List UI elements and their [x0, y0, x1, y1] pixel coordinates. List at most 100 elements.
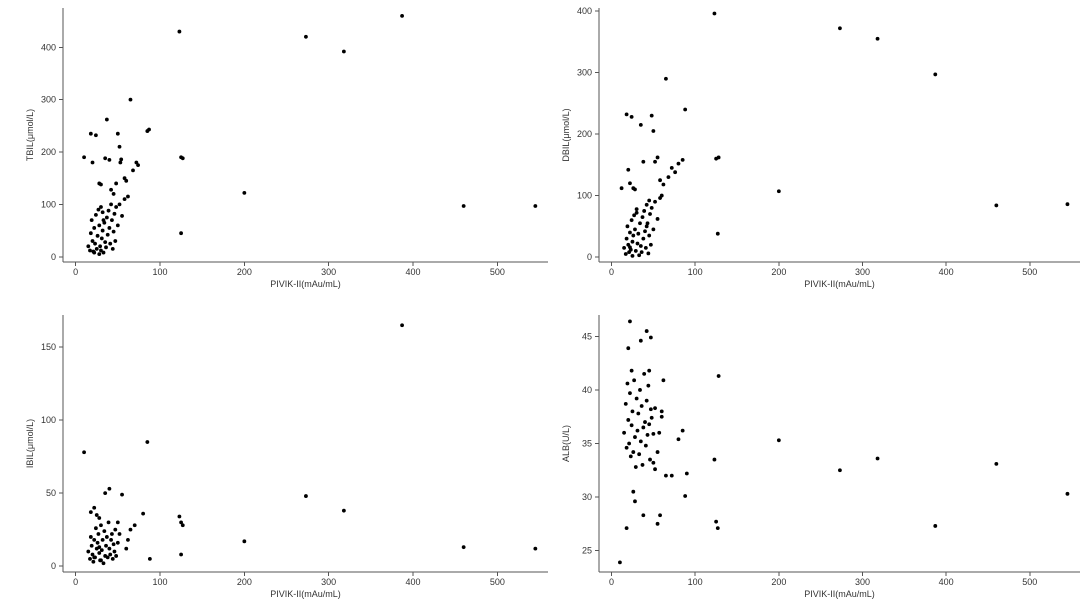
data-point-dbil	[655, 217, 660, 221]
data-point-dbil	[649, 113, 654, 118]
data-point-alb	[625, 381, 630, 386]
data-point-alb	[638, 388, 642, 392]
data-point-alb	[683, 494, 688, 498]
data-point-dbil	[680, 158, 685, 162]
data-point-dbil	[646, 251, 651, 256]
data-point-alb	[653, 467, 657, 472]
data-point-dbil	[639, 250, 644, 255]
data-point-tbil	[179, 231, 183, 236]
x-tick-label: 100	[688, 267, 703, 277]
data-point-dbil	[653, 159, 657, 164]
data-point-alb	[642, 371, 647, 376]
data-point-dbil	[648, 212, 652, 216]
data-point-alb	[1065, 491, 1070, 496]
x-tick-label: 400	[939, 577, 954, 587]
data-point-dbil	[715, 231, 720, 236]
x-axis-label: PIVIK-II(mAu/mL)	[804, 279, 875, 289]
scatter-panel-dbil: 0 100 200 300 400 500 0 100 200 300 400 PIVIK-II(mA…	[561, 6, 1080, 289]
y-tick-label: 300	[41, 95, 56, 105]
data-point-alb	[680, 428, 685, 433]
data-point-tbil	[114, 205, 119, 209]
data-point-dbil	[776, 189, 781, 194]
data-point-ibil	[104, 543, 108, 548]
data-point-ibil	[99, 548, 104, 552]
data-point-alb	[628, 319, 632, 324]
data-point-dbil	[643, 245, 648, 250]
data-point-alb	[641, 513, 646, 518]
data-point-dbil	[933, 72, 938, 77]
data-point-alb	[618, 560, 622, 565]
data-point-ibil	[103, 491, 108, 496]
data-point-tbil	[100, 228, 105, 233]
data-point-ibil	[110, 532, 114, 536]
data-point-tbil	[104, 245, 108, 250]
data-point-tbil	[400, 13, 404, 18]
x-tick-label: 300	[855, 577, 870, 587]
y-tick-label: 150	[41, 342, 56, 352]
data-point-alb	[630, 409, 635, 414]
x-tick-label: 100	[688, 577, 703, 587]
data-point-alb	[639, 404, 644, 408]
data-point-tbil	[92, 226, 97, 230]
data-point-ibil	[179, 520, 183, 525]
data-point-alb	[637, 452, 642, 457]
data-point-ibil	[145, 440, 150, 444]
x-axis-label: PIVIK-II(mAu/mL)	[270, 589, 341, 599]
data-point-tbil	[99, 248, 103, 253]
data-point-dbil	[635, 241, 640, 246]
data-point-dbil	[623, 252, 628, 256]
y-tick-label: 25	[582, 546, 592, 556]
data-point-tbil	[109, 187, 113, 192]
data-point-dbil	[638, 244, 643, 248]
x-tick-label: 300	[321, 267, 336, 277]
data-point-tbil	[120, 214, 124, 218]
data-point-dbil	[641, 159, 646, 164]
data-point-alb	[994, 461, 999, 466]
data-point-dbil	[666, 175, 671, 180]
data-point-alb	[632, 378, 637, 383]
data-point-dbil	[624, 236, 629, 241]
data-point-dbil	[640, 215, 645, 220]
data-point-tbil	[128, 97, 133, 102]
data-point-dbil	[647, 233, 652, 238]
data-point-tbil	[99, 182, 103, 187]
data-point-tbil	[304, 34, 308, 39]
data-point-tbil	[115, 131, 120, 136]
data-point-ibil	[86, 549, 91, 554]
data-point-alb	[629, 368, 634, 373]
data-point-ibil	[112, 549, 117, 554]
data-point-tbil	[177, 29, 182, 34]
data-point-tbil	[88, 231, 93, 236]
data-point-ibil	[82, 450, 86, 455]
y-tick-label: 100	[41, 415, 56, 425]
data-point-ibil	[114, 554, 119, 558]
data-point-tbil	[118, 160, 123, 165]
data-point-tbil	[89, 218, 94, 223]
data-point-ibil	[341, 508, 346, 513]
data-point-tbil	[461, 204, 466, 208]
x-tick-label: 300	[855, 267, 870, 277]
data-point-alb	[631, 450, 636, 454]
data-point-ibil	[179, 552, 183, 557]
x-tick-label: 200	[237, 577, 252, 587]
data-point-tbil	[115, 223, 120, 228]
data-point-tbil	[341, 49, 346, 54]
data-point-alb	[635, 428, 640, 433]
data-point-dbil	[838, 26, 842, 31]
data-point-ibil	[115, 540, 120, 545]
data-point-dbil	[651, 129, 656, 133]
data-point-tbil	[107, 157, 112, 162]
data-point-ibil	[101, 561, 106, 566]
data-point-ibil	[88, 556, 92, 561]
data-point-dbil	[631, 233, 636, 238]
data-point-tbil	[109, 202, 113, 207]
data-point-tbil	[93, 133, 98, 138]
data-point-tbil	[86, 244, 91, 249]
data-point-dbil	[632, 213, 637, 218]
data-point-ibil	[242, 539, 247, 544]
y-tick-label: 200	[41, 147, 56, 157]
data-point-alb	[653, 406, 657, 411]
data-point-dbil	[673, 170, 678, 175]
data-point-dbil	[655, 155, 660, 160]
